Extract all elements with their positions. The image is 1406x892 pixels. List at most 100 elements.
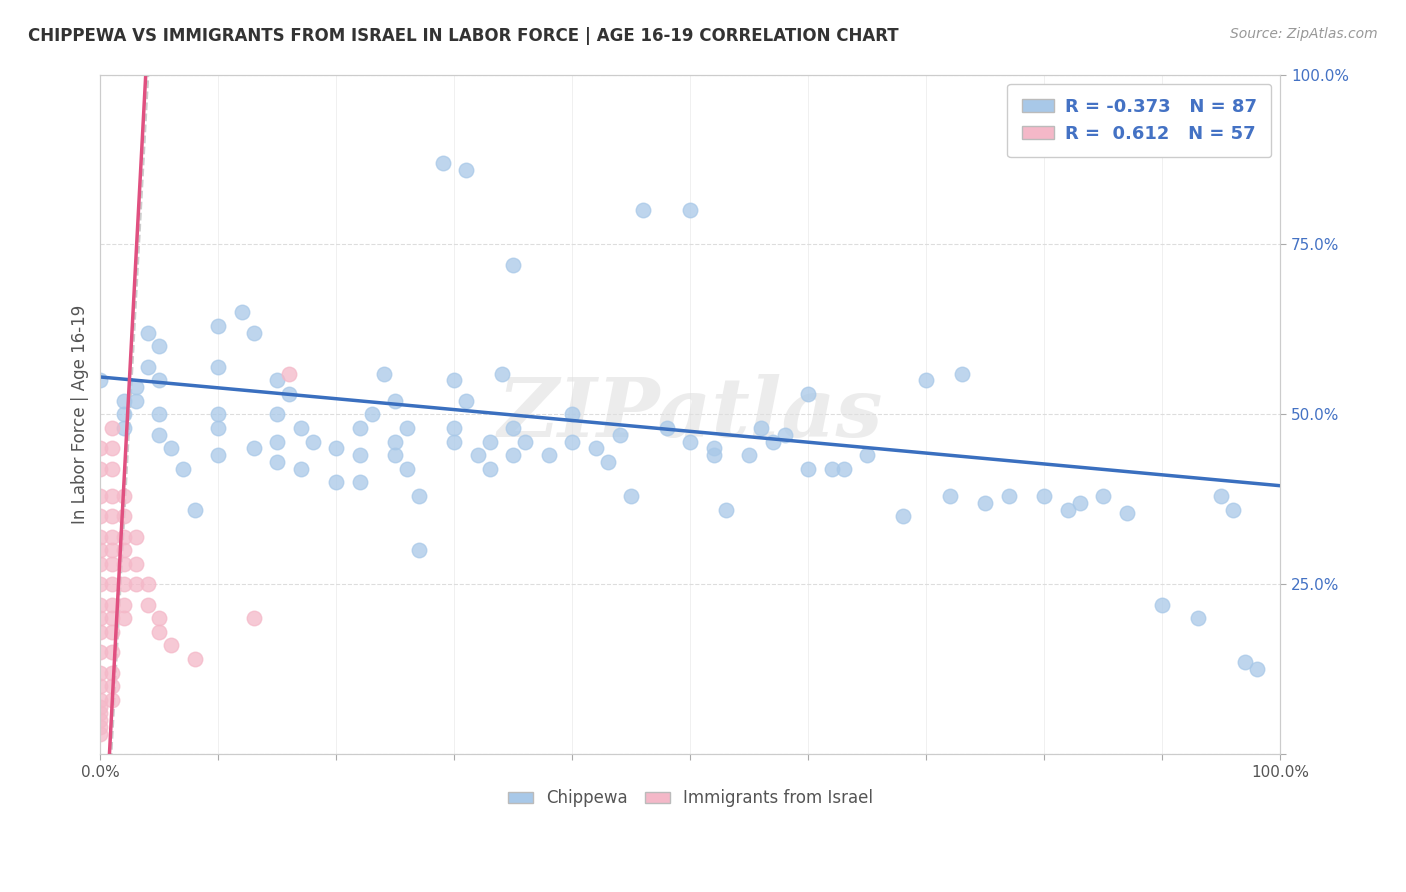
Point (112, 393, 135, 408)
Point (373, 367, 395, 381)
Point (832, 461, 855, 475)
Point (325, 442, 347, 456)
Point (172, 461, 194, 475)
Point (266, 455, 288, 469)
Point (349, 421, 371, 435)
Point (89, 665, 111, 680)
Point (703, 448, 725, 462)
Point (797, 461, 820, 475)
Point (891, 509, 914, 524)
Point (207, 421, 229, 435)
Text: CHIPPEWA VS IMMIGRANTS FROM ISRAEL IN LABOR FORCE | AGE 16-19 CORRELATION CHART: CHIPPEWA VS IMMIGRANTS FROM ISRAEL IN LA… (28, 27, 898, 45)
Point (112, 421, 135, 435)
Point (396, 421, 419, 435)
Point (207, 408, 229, 422)
Point (125, 577, 148, 591)
Point (112, 489, 135, 503)
Point (290, 461, 312, 475)
Point (749, 421, 772, 435)
Point (184, 652, 207, 666)
Point (1069, 496, 1091, 510)
Point (160, 639, 183, 653)
Point (349, 448, 371, 462)
Point (89, 713, 111, 727)
Point (89, 624, 111, 639)
Point (478, 461, 501, 475)
Legend: Chippewa, Immigrants from Israel: Chippewa, Immigrants from Israel (501, 782, 880, 814)
Point (112, 577, 135, 591)
Point (242, 442, 264, 456)
Point (125, 393, 148, 408)
Point (797, 387, 820, 401)
Point (703, 442, 725, 456)
Point (101, 679, 124, 693)
Point (266, 373, 288, 387)
Point (762, 434, 785, 449)
Point (502, 258, 524, 272)
Point (939, 489, 962, 503)
Point (1057, 502, 1080, 516)
Point (502, 421, 524, 435)
Point (89, 543, 111, 558)
Point (1092, 489, 1115, 503)
Point (1222, 502, 1244, 516)
Point (915, 373, 938, 387)
Point (537, 448, 560, 462)
Point (101, 509, 124, 524)
Point (856, 448, 879, 462)
Point (136, 359, 159, 374)
Point (148, 339, 170, 353)
Point (160, 442, 183, 456)
Point (89, 679, 111, 693)
Point (408, 489, 430, 503)
Point (467, 448, 489, 462)
Point (89, 611, 111, 625)
Y-axis label: In Labor Force | Age 16-19: In Labor Force | Age 16-19 (72, 305, 89, 524)
Point (101, 543, 124, 558)
Point (408, 543, 430, 558)
Point (89, 598, 111, 612)
Point (596, 455, 619, 469)
Point (125, 530, 148, 544)
Point (478, 434, 501, 449)
Point (101, 598, 124, 612)
Point (502, 448, 524, 462)
Point (136, 577, 159, 591)
Point (515, 434, 537, 449)
Point (456, 393, 478, 408)
Point (1152, 598, 1174, 612)
Point (443, 373, 465, 387)
Point (432, 156, 454, 170)
Point (89, 693, 111, 707)
Point (620, 489, 643, 503)
Point (242, 611, 264, 625)
Point (325, 475, 347, 490)
Point (207, 359, 229, 374)
Point (101, 645, 124, 659)
Point (89, 557, 111, 571)
Point (231, 305, 253, 319)
Point (491, 367, 513, 381)
Point (950, 367, 973, 381)
Point (101, 442, 124, 456)
Point (148, 624, 170, 639)
Point (101, 557, 124, 571)
Point (89, 509, 111, 524)
Point (278, 367, 301, 381)
Point (112, 509, 135, 524)
Point (112, 530, 135, 544)
Point (89, 645, 111, 659)
Point (290, 421, 312, 435)
Point (101, 421, 124, 435)
Point (112, 598, 135, 612)
Point (1033, 489, 1056, 503)
Point (266, 434, 288, 449)
Point (456, 162, 478, 177)
Point (384, 393, 406, 408)
Point (714, 502, 737, 516)
Point (184, 502, 207, 516)
Point (443, 421, 465, 435)
Point (207, 448, 229, 462)
Point (101, 693, 124, 707)
Point (89, 577, 111, 591)
